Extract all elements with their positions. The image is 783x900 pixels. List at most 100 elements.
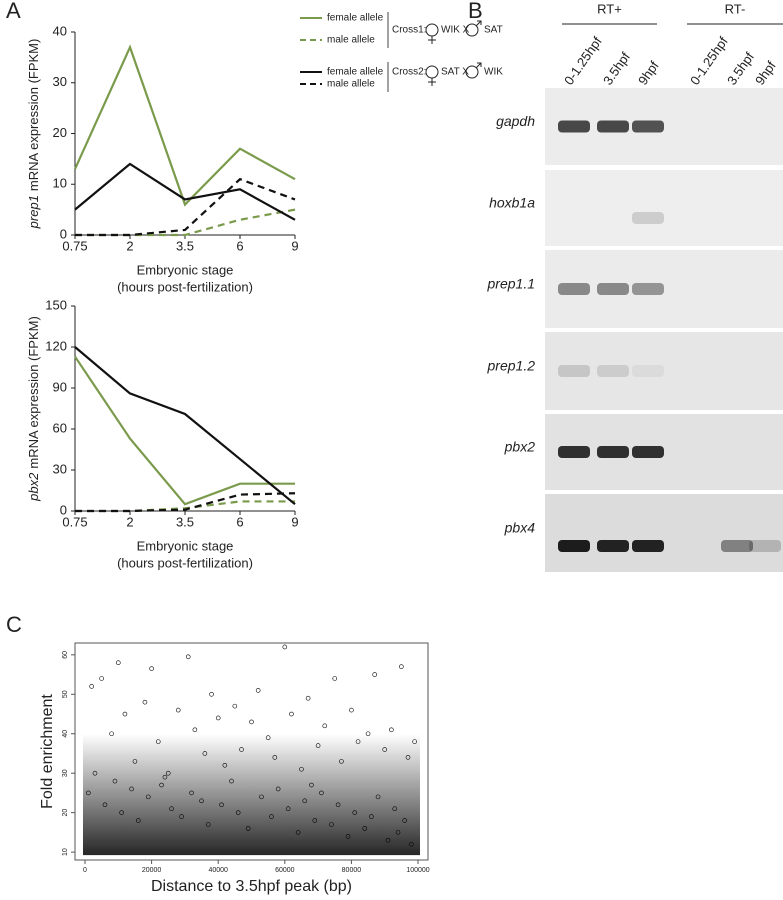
scatter-point [272,755,278,760]
y-tick-label: 90 [53,379,67,394]
scatter-point [109,731,114,737]
scatter-point [372,672,378,677]
series-line [75,177,296,237]
scatter-point [119,810,124,815]
scatter-point [185,654,191,660]
legend-label: male allele [327,35,375,46]
gel-band [749,540,781,552]
series-line [74,346,296,506]
scatter-point [319,790,324,796]
scatter-point [332,676,338,681]
x-tick-label: 0.75 [62,514,87,529]
scatter-point [365,731,371,737]
legend-label: female allele [327,67,384,78]
x-axis-label: (hours post-fertilization) [117,279,253,294]
x-axis-label: Embryonic stage [137,538,234,553]
scatter-point [99,676,104,681]
lane-label: 0-1.25hpf [561,34,605,88]
plot-frame [74,642,429,861]
female-symbol [425,23,439,37]
x-tick-label: 9 [291,514,298,529]
male-symbol [477,62,482,67]
scatter-point [115,660,121,666]
gene-label: prep1.2 [487,358,536,374]
scatter-point [282,644,288,650]
series-line [75,492,296,513]
x-tick-label: 0.75 [62,238,87,253]
y-axis-label-text: mRNA expression (FPKM) [26,39,41,191]
y-axis-label-gene: prep1 [26,195,41,229]
scatter-point [312,818,318,823]
lane-label: 9hpf [635,58,662,88]
y-tick-label: 30 [62,769,69,777]
gel-band [597,540,629,552]
scatter-point [369,814,374,819]
point-density [82,733,421,856]
scatter-point [375,794,381,800]
series-line [73,44,296,207]
gene-label: hoxb1a [489,195,535,211]
gel-band [597,283,629,295]
scatter-point [165,770,171,776]
lane-label: 9hpf [752,58,779,88]
y-axis-label: prep1 mRNA expression (FPKM) [26,39,41,230]
scatter-point [269,814,274,819]
panel-label: A [6,0,21,23]
male-symbol [477,20,482,25]
scatter-point [235,810,241,815]
scatter-point [362,826,368,831]
group-label: RT- [725,1,746,16]
scatter-point [412,739,417,744]
gel-band [597,365,629,377]
gel-band [721,540,753,552]
x-tick-label: 20000 [142,867,162,874]
gel-band [558,283,590,295]
series-line [75,208,296,237]
gel-band [558,540,590,552]
scatter-point [92,770,98,776]
x-tick-label: 40000 [208,867,228,874]
x-tick-label: 3.5 [176,514,194,529]
gel-band [632,120,664,133]
y-tick-label: 60 [62,651,69,659]
female-symbol [425,65,439,79]
panel-label: C [6,612,22,637]
y-tick-label: 60 [53,420,67,435]
y-tick-label: 0 [60,226,67,241]
scatter-point [135,818,141,823]
gel-background [545,88,783,572]
y-axis-label: pbx2 mRNA expression (FPKM) [26,316,41,502]
legend-cross: Cross2: [392,67,426,78]
gel-band [632,212,664,224]
y-tick-label: 20 [53,125,67,140]
scatter-point [145,794,151,800]
x-tick-label: 2 [126,238,133,253]
scatter-point [302,798,308,804]
scatter-point [86,790,91,796]
x-axis-label: (hours post-fertilization) [117,555,253,570]
gel-band [632,540,664,552]
series-line [74,162,296,221]
scatter-point [142,699,148,705]
scatter-point [215,715,221,721]
y-axis-label-gene: pbx2 [26,472,41,502]
scatter-point [335,802,341,808]
legend-label: male allele [327,79,375,90]
scatter-point [385,837,391,843]
scatter-point [409,841,414,847]
gene-label: pbx4 [504,520,536,536]
x-tick-label: 6 [236,238,243,253]
y-axis-label: Fold enrichment [39,694,56,809]
scatter-point [309,782,314,788]
legend-female: WIK X [441,25,470,36]
scatter-point [175,707,181,713]
gel-strip [545,332,783,410]
y-tick-label: 30 [53,74,67,89]
scatter-point [249,719,254,725]
gel-band [632,365,664,377]
x-tick-label: 100000 [406,867,429,874]
scatter-point [275,786,281,792]
y-tick-label: 10 [62,848,69,856]
scatter-point [389,727,394,733]
gel-band [558,446,590,458]
